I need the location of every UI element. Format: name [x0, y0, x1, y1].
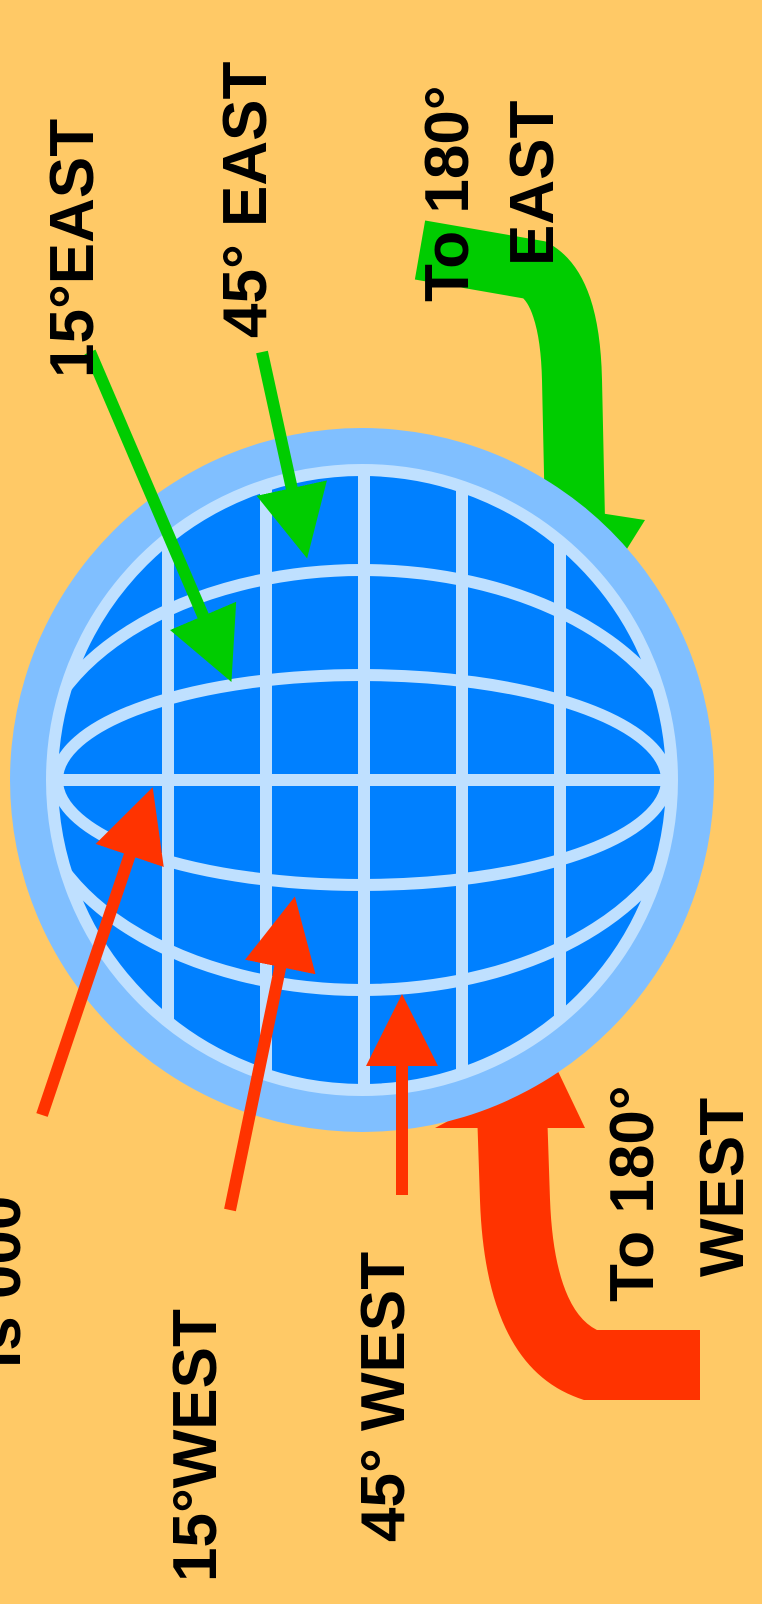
- arrow: [36, 787, 164, 1117]
- label: 45° WEST: [349, 1252, 418, 1542]
- arrow: [84, 349, 237, 683]
- label: EAST: [498, 101, 567, 266]
- label: WEST: [688, 1098, 757, 1277]
- curved-arrow-west: [477, 1108, 700, 1400]
- label: To 180°: [413, 85, 482, 302]
- label: Is 000°: [0, 1171, 34, 1368]
- label: To 180°: [598, 1085, 667, 1302]
- globe-outline: [46, 464, 678, 1096]
- label: 15°EAST: [38, 119, 107, 378]
- curved-arrow-east: [414, 220, 605, 521]
- arrow: [224, 896, 316, 1212]
- label: 45° EAST: [211, 62, 280, 338]
- arrow: [256, 350, 327, 559]
- label: 15°WEST: [161, 1309, 230, 1582]
